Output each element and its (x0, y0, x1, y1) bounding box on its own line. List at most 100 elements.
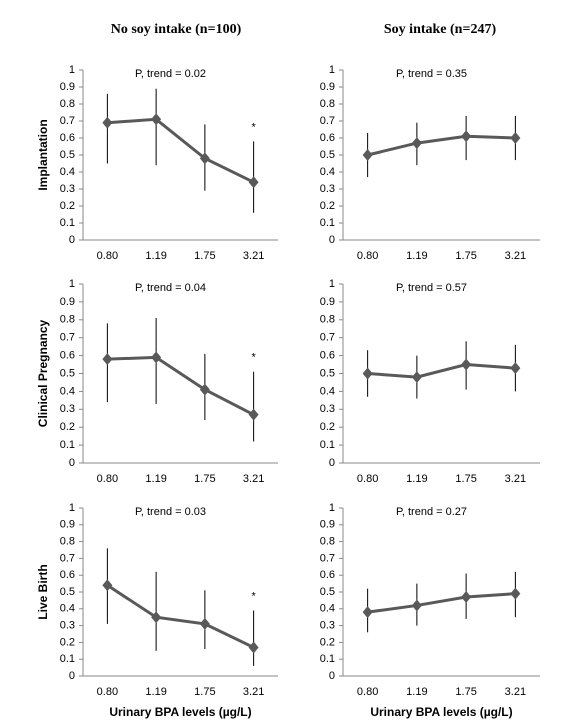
point (461, 130, 472, 143)
y-tick-label: 1 (329, 502, 335, 514)
x-tick-label: 1.19 (406, 473, 427, 485)
x-tick-label: 3.21 (243, 473, 264, 485)
y-tick-label: 1 (69, 502, 75, 514)
y-tick-label: 0.1 (60, 439, 75, 451)
y-tick-label: 0.5 (60, 149, 75, 161)
y-tick-label: 0.9 (320, 519, 335, 531)
y-tick-label: 1 (329, 278, 335, 290)
y-tick-label: 0.6 (320, 350, 335, 362)
y-tick-label: 0.6 (320, 132, 335, 144)
y-tick-label: 0.8 (320, 98, 335, 110)
point (199, 152, 210, 165)
line (367, 134, 516, 157)
y-tick-label: 0.7 (320, 552, 335, 564)
annotation: P, trend = 0.35 (396, 68, 467, 80)
y-tick-label: 0.5 (320, 149, 335, 161)
x-tick-label: 0.80 (357, 250, 378, 262)
y-tick-label: 0 (329, 234, 335, 246)
annotation: P, trend = 0.57 (396, 282, 467, 294)
y-tick-label: 1 (69, 64, 75, 76)
y-tick-label: 0.6 (60, 350, 75, 362)
x-tick-label: 3.21 (505, 686, 526, 698)
y-tick-label: 0.5 (320, 367, 335, 379)
y-tick-label: 0.1 (60, 217, 75, 229)
x-tick-label: 1.19 (145, 473, 166, 485)
y-tick-label: 0.4 (60, 166, 75, 178)
y-axis-title: Live Birth (36, 564, 50, 619)
y-tick-label: 1 (69, 278, 75, 290)
significance-mark: * (251, 590, 256, 602)
y-tick-label: 0 (69, 457, 75, 469)
y-tick-label: 0.2 (320, 421, 335, 433)
point (102, 579, 113, 592)
significance-mark: * (251, 121, 256, 133)
point (102, 353, 113, 366)
x-tick-label: 3.21 (243, 686, 264, 698)
y-tick-label: 0.4 (320, 166, 335, 178)
y-tick-label: 0.4 (320, 385, 335, 397)
y-tick-label: 0.8 (60, 314, 75, 326)
point (362, 367, 373, 380)
x-tick-label: 1.75 (194, 473, 215, 485)
annotation: P, trend = 0.03 (135, 506, 206, 518)
x-tick-label: 3.21 (505, 250, 526, 262)
y-tick-label: 0.5 (60, 586, 75, 598)
point (248, 641, 259, 654)
y-tick-label: 0.9 (320, 81, 335, 93)
line (367, 592, 516, 614)
y-tick-label: 0.1 (320, 217, 335, 229)
line (367, 363, 516, 379)
y-tick-label: 0.1 (60, 653, 75, 665)
line (106, 584, 255, 649)
y-tick-label: 0.7 (320, 332, 335, 344)
point (199, 617, 210, 630)
y-tick-label: 0.7 (60, 332, 75, 344)
y-tick-label: 0.4 (60, 385, 75, 397)
y-tick-label: 0.2 (320, 636, 335, 648)
y-tick-label: 0.3 (60, 183, 75, 195)
x-tick-label: 0.80 (97, 686, 118, 698)
y-tick-label: 0.4 (320, 603, 335, 615)
point (151, 351, 162, 364)
point (199, 383, 210, 396)
x-tick-label: 0.80 (357, 473, 378, 485)
point (411, 371, 422, 384)
line (107, 117, 255, 184)
y-tick-label: 0.9 (60, 296, 75, 308)
x-tick-label: 3.21 (243, 250, 264, 262)
y-axis-title: Implantation (36, 119, 50, 190)
x-tick-label: 1.75 (455, 686, 476, 698)
x-tick-label: 3.21 (505, 473, 526, 485)
point (510, 132, 521, 144)
x-axis-title: Urinary BPA levels (µg/L) (370, 705, 512, 719)
y-tick-label: 0.3 (60, 403, 75, 415)
annotation: P, trend = 0.27 (396, 506, 467, 518)
y-tick-label: 0.8 (60, 98, 75, 110)
x-tick-label: 1.19 (145, 686, 166, 698)
point (248, 408, 259, 421)
y-tick-label: 0.9 (60, 81, 75, 93)
y-tick-label: 1 (329, 64, 335, 76)
point (362, 606, 373, 619)
y-tick-label: 0.8 (320, 314, 335, 326)
y-tick-label: 0.4 (60, 603, 75, 615)
x-tick-label: 0.80 (97, 250, 118, 262)
y-tick-label: 0.3 (320, 620, 335, 632)
point (362, 149, 373, 161)
y-tick-label: 0.2 (60, 421, 75, 433)
y-tick-label: 0.9 (320, 296, 335, 308)
y-tick-label: 0.3 (320, 403, 335, 415)
y-axis-title: Clinical Pregnancy (36, 319, 50, 427)
x-tick-label: 0.80 (97, 473, 118, 485)
y-tick-label: 0.2 (320, 200, 335, 212)
point (151, 611, 162, 624)
y-tick-label: 0.6 (320, 569, 335, 581)
y-tick-label: 0.7 (60, 552, 75, 564)
y-tick-label: 0 (69, 670, 75, 682)
y-tick-label: 0.2 (60, 200, 75, 212)
x-tick-label: 1.75 (455, 250, 476, 262)
y-tick-label: 0.7 (60, 115, 75, 127)
point (461, 358, 472, 371)
point (461, 591, 472, 604)
